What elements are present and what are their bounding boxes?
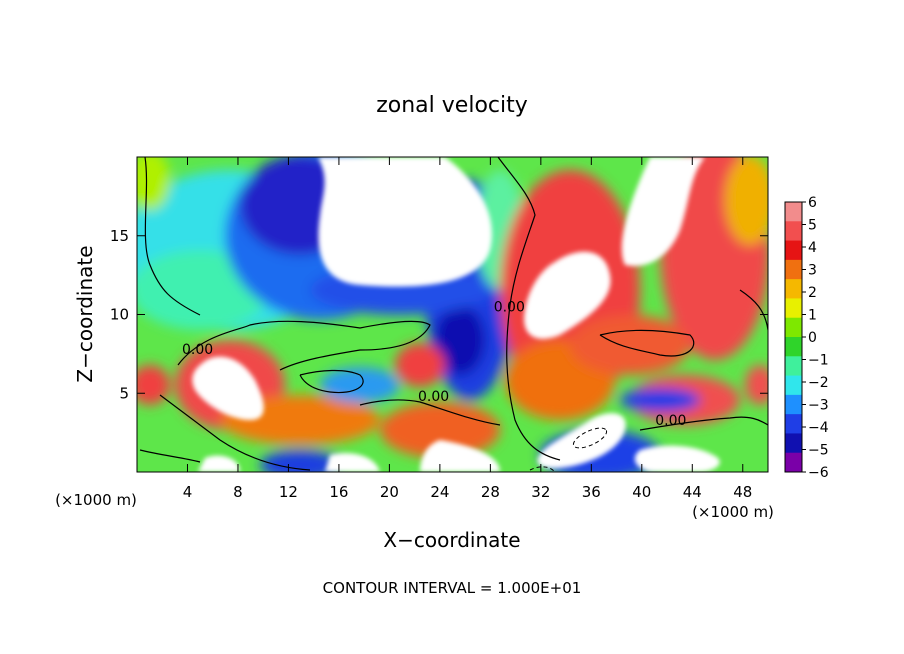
x-tick-label: 8 (233, 483, 243, 501)
colorbar: 6 5 4 3 2 1 0 −1 −2 −3 −4 −5 −6 (784, 195, 829, 481)
y-tick-label: 10 (110, 306, 129, 324)
x-axis: 4 8 12 16 20 24 28 32 36 40 44 48 (183, 157, 752, 501)
contour-label: 0.00 (182, 342, 213, 358)
colorbar-swatch (785, 337, 802, 357)
colorbar-tick-label: 0 (808, 330, 817, 346)
y-tick-label: 15 (110, 227, 129, 245)
colorbar-swatch (785, 221, 802, 242)
colorbar-tick-label: 5 (808, 218, 817, 234)
y-axis: 5 10 15 (110, 227, 768, 402)
x-tick-label: 36 (582, 483, 601, 501)
colorbar-tick-label: −1 (808, 353, 829, 369)
x-tick-label: 48 (733, 483, 752, 501)
colorbar-swatch (785, 202, 802, 222)
x-tick-label: 24 (430, 483, 449, 501)
colorbar-tick-label: −4 (808, 420, 829, 436)
x-unit-right: (×1000 m) (692, 503, 774, 521)
x-tick-label: 16 (329, 483, 348, 501)
out-of-range-regions (192, 157, 720, 472)
negative-contours (529, 427, 608, 472)
colorbar-tick-label: 1 (808, 308, 817, 324)
x-tick-label: 4 (183, 483, 193, 501)
x-axis-label: X−coordinate (383, 528, 520, 552)
colorbar-swatch (785, 414, 802, 434)
velocity-field (137, 157, 768, 472)
chart-title: zonal velocity (376, 93, 528, 118)
contour-label: 0.00 (655, 413, 686, 429)
contour-label: 0.00 (494, 299, 525, 315)
colorbar-swatch (785, 279, 802, 299)
colorbar-tick-label: 6 (808, 195, 817, 211)
x-tick-label: 32 (531, 483, 550, 501)
x-unit-left: (×1000 m) (55, 491, 137, 509)
colorbar-tick-label: 3 (808, 263, 817, 279)
colorbar-swatch (785, 433, 802, 454)
colorbar-swatch (785, 240, 802, 261)
y-axis-label: Z−coordinate (73, 245, 97, 382)
colorbar-tick-label: 2 (808, 285, 817, 301)
contour-interval-note: CONTOUR INTERVAL = 1.000E+01 (323, 579, 582, 597)
zero-contours (139, 157, 768, 471)
x-tick-label: 28 (481, 483, 500, 501)
y-tick-label: 5 (119, 384, 129, 402)
colorbar-tick-label: −2 (808, 375, 829, 391)
colorbar-swatch (785, 317, 802, 338)
colorbar-swatch (785, 356, 802, 377)
colorbar-swatch (785, 452, 802, 473)
colorbar-tick-label: −5 (808, 443, 829, 459)
colorbar-tick-label: 4 (808, 240, 817, 256)
colorbar-swatch (785, 259, 802, 280)
contour-labels: 0.00 0.00 0.00 0.00 (182, 299, 686, 428)
x-tick-label: 20 (380, 483, 399, 501)
colorbar-tick-label: −3 (808, 398, 829, 414)
colorbar-swatch (785, 394, 802, 415)
x-tick-label: 12 (279, 483, 298, 501)
x-tick-label: 40 (632, 483, 651, 501)
colorbar-swatch (785, 375, 802, 396)
x-tick-label: 44 (683, 483, 702, 501)
colorbar-tick-label: −6 (808, 465, 829, 481)
colorbar-swatch (785, 298, 802, 319)
contour-label: 0.00 (418, 389, 449, 405)
